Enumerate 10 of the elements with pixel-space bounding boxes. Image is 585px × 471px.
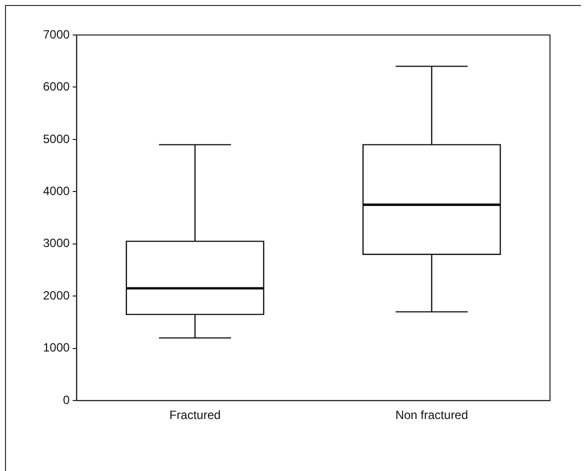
y-tick-label: 6000 — [42, 80, 70, 94]
x-tick-label: Fractured — [169, 408, 221, 422]
y-tick-label: 7000 — [42, 27, 70, 42]
y-tick-label: 0 — [63, 392, 70, 407]
x-tick-label: Non fractured — [395, 408, 468, 422]
y-tick-label: 2000 — [42, 288, 70, 302]
y-tick-label: 3000 — [42, 236, 70, 250]
y-tick-label: 4000 — [42, 184, 70, 198]
y-tick-label: 5000 — [42, 132, 70, 146]
y-tick-label: 1000 — [42, 340, 70, 355]
